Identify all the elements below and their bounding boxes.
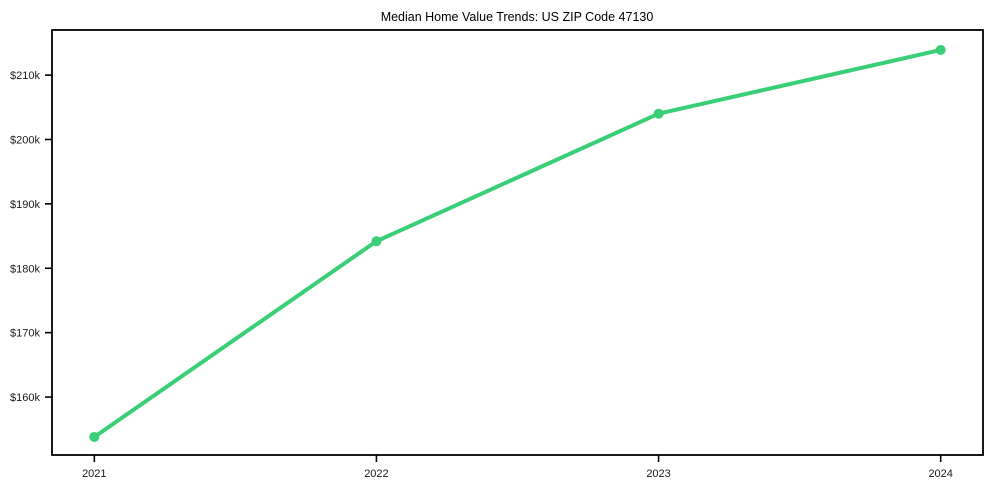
y-tick-label: $160k — [10, 392, 40, 404]
plot-border — [51, 29, 984, 456]
y-tick-label: $190k — [10, 199, 40, 211]
x-tick-label: 2022 — [364, 468, 388, 480]
series-group — [89, 44, 946, 442]
data-point — [371, 236, 382, 247]
data-point — [653, 108, 664, 119]
y-tick-label: $180k — [10, 263, 40, 275]
x-tick-label: 2023 — [646, 468, 670, 480]
y-tick-label: $210k — [10, 70, 40, 82]
series-line — [92, 47, 943, 439]
y-tick-label: $170k — [10, 328, 40, 340]
chart-title: Median Home Value Trends: US ZIP Code 47… — [381, 10, 654, 24]
x-tick-label: 2021 — [82, 468, 106, 480]
axes: $160k $170k $180k $190k $200k $210k 2021 2022 20… — [10, 29, 984, 480]
data-point — [935, 44, 946, 55]
data-point — [89, 431, 100, 442]
y-tick-label: $200k — [10, 134, 40, 146]
x-tick-label: 2024 — [928, 468, 952, 480]
